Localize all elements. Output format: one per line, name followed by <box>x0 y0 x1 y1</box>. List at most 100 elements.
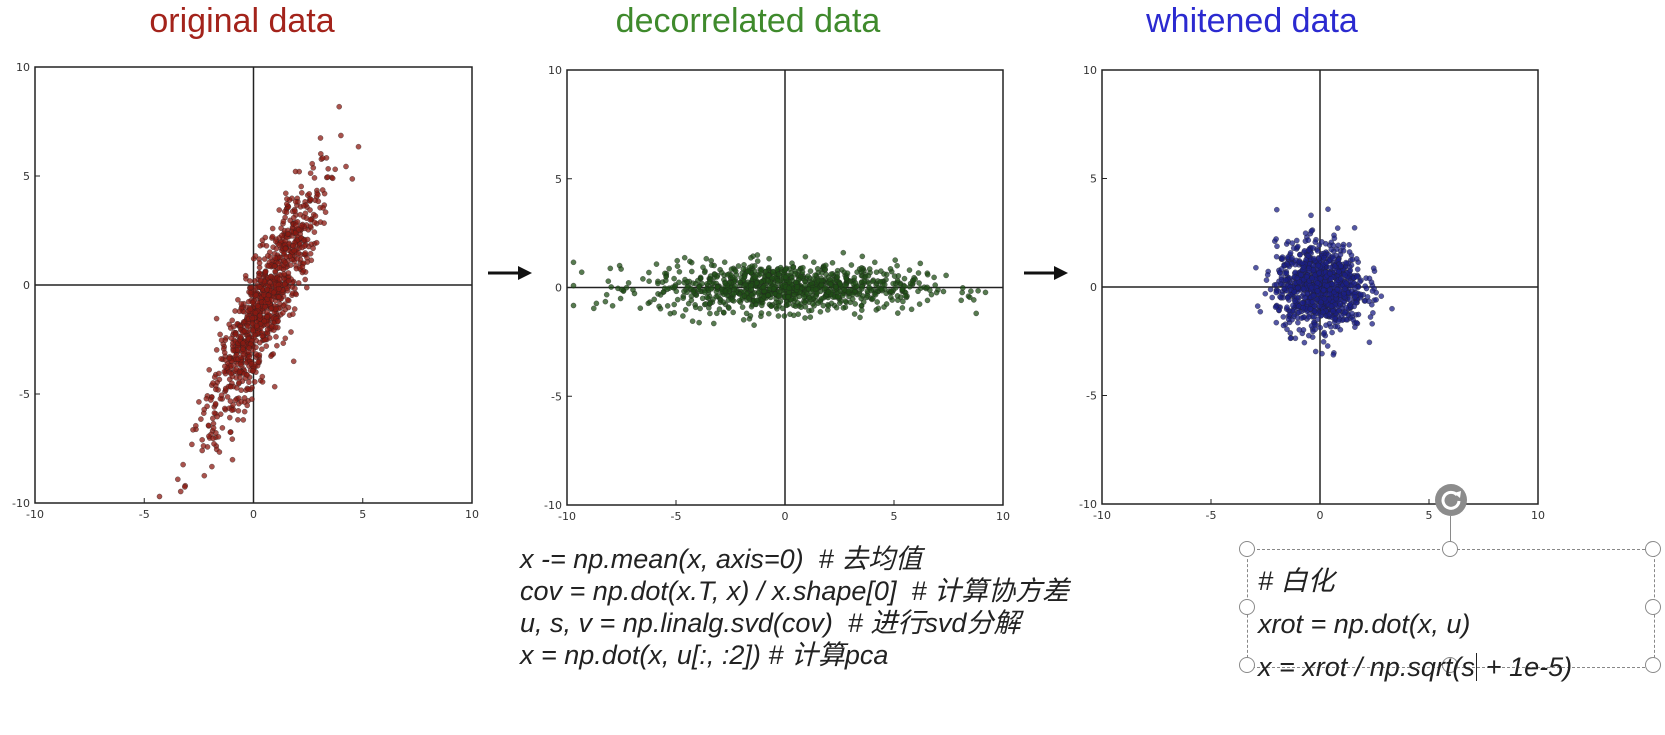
y-tick-label: 5 <box>555 173 562 186</box>
data-point <box>266 263 272 269</box>
data-point <box>250 327 256 334</box>
data-point <box>916 280 922 286</box>
data-point <box>802 304 809 310</box>
data-point <box>242 272 249 279</box>
data-point <box>646 278 652 284</box>
data-point <box>229 317 235 324</box>
data-point <box>237 361 244 367</box>
data-point <box>753 280 760 286</box>
data-point <box>200 443 207 449</box>
plot-panel: -10 -5 0 5 10 10 5 0 -5 -10 <box>1079 64 1545 522</box>
data-point <box>1294 237 1300 244</box>
data-point <box>1287 335 1294 342</box>
data-point <box>218 337 225 343</box>
data-point <box>322 209 329 215</box>
data-point <box>254 303 261 309</box>
data-point <box>841 287 848 293</box>
resize-handle[interactable] <box>1645 599 1661 615</box>
data-point <box>1308 228 1315 234</box>
data-point <box>943 272 949 279</box>
data-point <box>259 373 266 380</box>
data-point <box>687 258 693 265</box>
data-point <box>1273 319 1280 326</box>
data-point <box>754 258 761 264</box>
data-point <box>975 288 981 294</box>
data-point <box>737 279 743 286</box>
data-point <box>270 289 277 296</box>
data-point <box>1277 294 1283 300</box>
data-point <box>313 239 320 246</box>
data-point <box>570 302 577 309</box>
data-point <box>276 276 283 283</box>
data-point <box>307 217 314 223</box>
data-point <box>971 297 977 303</box>
rotate-stem <box>1450 516 1451 548</box>
data-point <box>240 417 247 423</box>
resize-handle[interactable] <box>1239 657 1255 673</box>
data-point <box>1363 285 1370 292</box>
data-point <box>802 282 808 289</box>
resize-handle[interactable] <box>1239 599 1255 615</box>
data-point <box>283 190 289 197</box>
data-point <box>1321 295 1328 302</box>
x-tick-label: -5 <box>671 510 682 523</box>
data-point <box>840 249 847 256</box>
data-point <box>802 253 809 260</box>
data-point <box>959 289 965 296</box>
data-point <box>1316 270 1322 276</box>
data-point <box>765 292 771 298</box>
data-point <box>283 209 290 216</box>
data-point <box>307 250 314 257</box>
resize-handle[interactable] <box>1645 541 1661 557</box>
data-point <box>1254 303 1261 309</box>
y-tick-label: -10 <box>544 499 562 512</box>
data-point <box>1336 308 1342 314</box>
resize-handle[interactable] <box>1239 541 1255 557</box>
rotate-handle-icon[interactable] <box>1435 484 1467 516</box>
data-point <box>1306 314 1312 320</box>
data-point <box>284 201 290 207</box>
data-point <box>701 269 708 276</box>
data-point <box>1311 314 1317 320</box>
data-point <box>815 300 821 306</box>
data-point <box>740 266 747 272</box>
data-point <box>1307 306 1314 312</box>
data-point <box>276 294 282 300</box>
data-point <box>264 314 270 320</box>
data-point <box>175 476 181 483</box>
data-point <box>249 299 256 306</box>
data-point <box>1269 294 1275 301</box>
code-line: xrot = np.dot(x, u) <box>1258 609 1471 639</box>
data-point <box>295 280 302 286</box>
data-point <box>349 176 356 182</box>
resize-handle[interactable] <box>1442 657 1458 673</box>
data-point <box>864 293 871 299</box>
data-point <box>1389 305 1395 312</box>
data-point <box>760 284 767 290</box>
data-point <box>252 379 258 385</box>
data-point <box>924 284 930 291</box>
data-point <box>241 408 248 415</box>
data-point <box>840 305 847 311</box>
data-point <box>1328 246 1335 253</box>
whitening-code-block[interactable]: # 白化 xrot = np.dot(x, u) x = xrot / np.s… <box>1258 560 1572 689</box>
data-point <box>844 270 851 276</box>
data-point <box>890 280 896 287</box>
data-point <box>1287 250 1294 256</box>
data-point <box>1331 235 1338 242</box>
resize-handle[interactable] <box>1645 657 1661 673</box>
data-point <box>902 293 909 299</box>
data-point <box>1354 266 1361 273</box>
data-point <box>299 190 305 196</box>
data-point <box>609 303 616 309</box>
data-point <box>924 297 931 304</box>
data-point <box>1327 270 1333 277</box>
data-point <box>766 310 772 317</box>
data-point <box>842 298 849 304</box>
data-point <box>759 302 765 309</box>
resize-handle[interactable] <box>1442 541 1458 557</box>
data-point <box>899 286 905 293</box>
data-point <box>823 262 829 269</box>
x-tick-label: -10 <box>26 508 44 521</box>
data-point <box>808 307 815 314</box>
